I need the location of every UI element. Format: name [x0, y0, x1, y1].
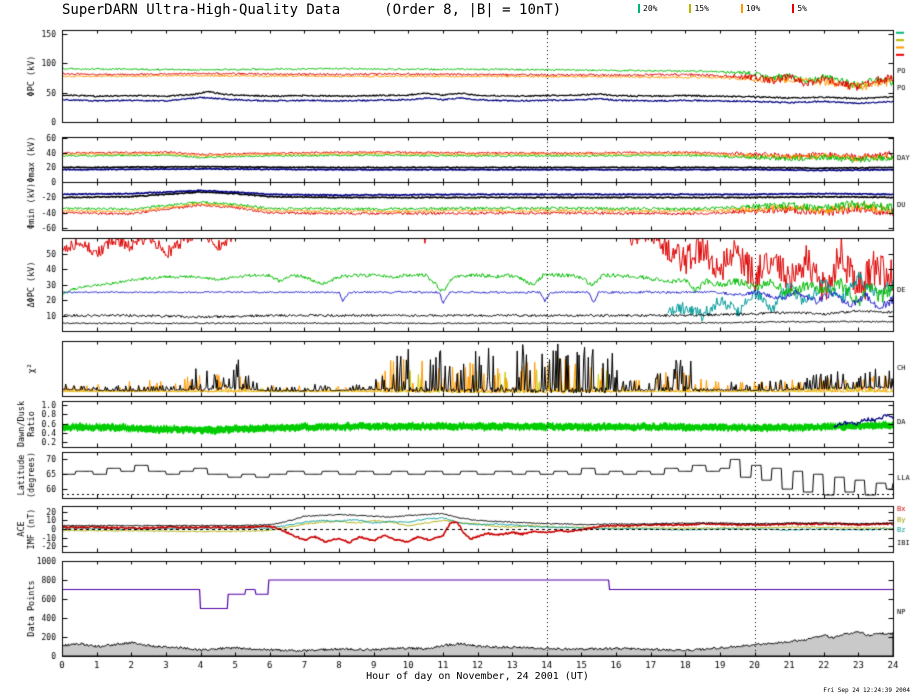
legend-label: 5%: [797, 4, 807, 13]
render-timestamp: Fri Sep 24 12:24:39 2004: [823, 687, 910, 694]
legend-swatch-icon: [689, 4, 692, 13]
legend-item: 20%: [638, 4, 657, 13]
legend-label: 15%: [694, 4, 709, 13]
x-axis-title: Hour of day on November, 24 2001 (UT): [366, 671, 589, 682]
legend-item: 10%: [740, 4, 761, 13]
legend-swatch-icon: [638, 4, 640, 13]
chart-title-params: (Order 8, |B| = 10nT): [384, 2, 562, 18]
chart-title-main: SuperDARN Ultra-High-Quality Data: [62, 2, 341, 18]
legend-swatch-icon: [792, 4, 795, 13]
legend-label: 10%: [745, 4, 761, 13]
legend-swatch-icon: [740, 4, 743, 13]
legend-label: 20%: [643, 4, 658, 13]
legend: 20% 15% 10% 5%: [638, 4, 807, 13]
chart-title: SuperDARN Ultra-High-Quality Data (Order…: [62, 2, 561, 18]
legend-item: 5%: [792, 4, 807, 13]
legend-item: 15%: [689, 4, 709, 13]
